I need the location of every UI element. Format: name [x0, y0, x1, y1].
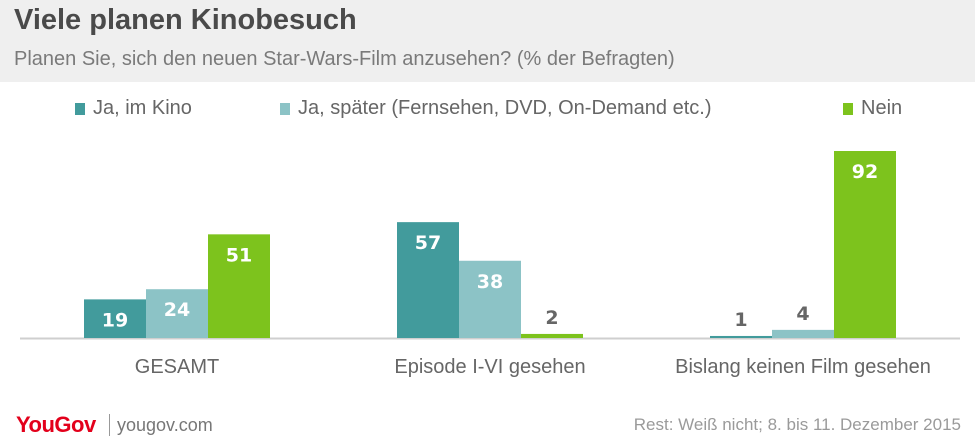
data-label: 4 — [796, 303, 809, 325]
data-label: 24 — [164, 299, 190, 321]
category-label: Bislang keinen Film gesehen — [675, 356, 931, 378]
data-label: 2 — [545, 307, 558, 329]
data-label: 57 — [415, 232, 441, 254]
footer-site-link[interactable]: yougov.com — [117, 415, 213, 436]
bar — [521, 334, 583, 338]
bar — [772, 330, 834, 338]
data-label: 92 — [852, 161, 878, 183]
data-label: 1 — [734, 309, 747, 331]
category-label: Episode I-VI gesehen — [394, 356, 585, 378]
yougov-logo: YouGov — [16, 412, 96, 438]
footer-note: Rest: Weiß nicht; 8. bis 11. Dezember 20… — [634, 415, 961, 435]
category-label: GESAMT — [135, 356, 219, 378]
bar — [710, 336, 772, 338]
data-label: 51 — [226, 244, 252, 266]
footer-divider — [109, 414, 110, 436]
data-label: 19 — [102, 309, 128, 331]
data-label: 38 — [477, 271, 503, 293]
